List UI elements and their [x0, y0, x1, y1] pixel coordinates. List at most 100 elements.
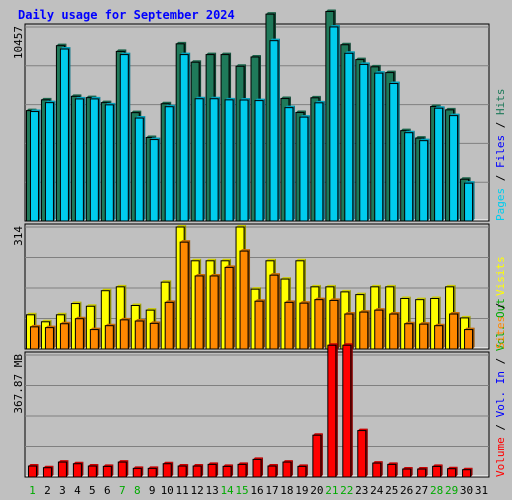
bar-files-day-30 — [464, 181, 475, 222]
bar-sites-day-27-top — [419, 322, 430, 325]
bar-sites-day-30 — [464, 327, 475, 350]
bar-volume-day-30-top — [462, 467, 473, 470]
bar-files-day-28 — [434, 106, 445, 222]
bar-sites-day-6 — [104, 323, 116, 350]
x-tick-label-day-9: 9 — [149, 484, 156, 497]
bar-files-day-1-top — [30, 109, 41, 112]
bar-files-day-21-front — [329, 26, 339, 222]
bar-sites-day-1-front — [29, 326, 39, 350]
bar-volume-day-20-front — [312, 434, 322, 478]
bar-sites-day-1 — [29, 324, 41, 350]
legend-volume-part: / — [494, 417, 507, 437]
bar-files-day-16-front — [254, 100, 264, 222]
bar-volume-day-25-top — [387, 462, 398, 465]
bar-hits-day-21-top — [325, 9, 336, 12]
bar-files-day-3-front — [59, 48, 69, 222]
bar-sites-day-18 — [284, 300, 295, 350]
x-tick-label-day-6: 6 — [104, 484, 111, 497]
bar-files-day-5-front — [89, 98, 99, 222]
bar-sites-day-15-front — [239, 250, 249, 350]
bar-volume-day-1-top — [28, 464, 39, 467]
bar-sites-day-15 — [239, 249, 251, 350]
bar-volume-day-29-front — [447, 468, 457, 478]
bar-files-day-15-top — [240, 98, 251, 101]
bar-hits-day-28-top — [430, 104, 441, 107]
bar-sites-day-2-top — [45, 325, 56, 328]
bar-sites-day-7-front — [119, 319, 129, 350]
bar-sites-day-27-front — [419, 323, 429, 350]
bar-volume-day-17-top — [267, 464, 278, 467]
bar-visits-day-6-top — [101, 288, 112, 291]
x-tick-label-day-13: 13 — [205, 484, 218, 497]
legend-sites-visits-part: Visits — [494, 256, 507, 296]
bar-files-day-10 — [164, 104, 176, 222]
bar-files-day-8 — [134, 116, 146, 222]
bar-volume-day-4-front — [72, 463, 82, 478]
bar-volume-day-25-front — [387, 463, 397, 478]
bar-volume-day-5-top — [88, 464, 99, 467]
bar-volume-day-9-top — [148, 466, 159, 469]
bar-files-day-9 — [149, 137, 161, 222]
bar-sites-day-6-front — [104, 325, 114, 350]
bar-files-day-4 — [74, 96, 86, 222]
panel-bottom-frame — [24, 351, 490, 478]
x-tick-label-day-4: 4 — [74, 484, 81, 497]
x-tick-label-day-30: 30 — [460, 484, 473, 497]
bar-volume-day-18-front — [282, 461, 292, 478]
bar-files-day-4-front — [74, 98, 84, 222]
bar-volume-day-10-front — [162, 463, 172, 478]
bar-volume-day-27-top — [417, 467, 428, 470]
bar-volume-day-27-front — [417, 468, 427, 478]
bar-volume-day-27 — [417, 467, 428, 478]
x-tick-label-day-27: 27 — [415, 484, 428, 497]
legend-sites-visits-part: / — [494, 296, 507, 316]
bar-volume-day-7-top — [118, 460, 129, 463]
bar-files-day-3 — [59, 47, 71, 222]
bar-volume-day-23 — [357, 428, 368, 478]
bar-sites-day-14-front — [224, 266, 234, 350]
legend-sites-visits: Sites / Visits — [494, 256, 507, 349]
bar-files-day-19 — [299, 115, 310, 222]
bar-sites-day-24-front — [374, 309, 384, 350]
bar-sites-day-13 — [209, 273, 221, 350]
bar-volume-day-21-top — [327, 343, 338, 346]
bar-volume-day-3-front — [57, 461, 67, 478]
bar-files-day-27-front — [419, 140, 429, 222]
bar-volume-day-5 — [87, 464, 99, 478]
x-tick-label-day-7: 7 — [119, 484, 126, 497]
bar-files-day-20-front — [314, 102, 324, 222]
bar-volume-day-10 — [162, 461, 174, 478]
bar-sites-day-29 — [449, 312, 460, 350]
bar-files-day-25-front — [389, 83, 399, 222]
x-tick-label-day-3: 3 — [59, 484, 66, 497]
bar-sites-day-8-front — [134, 320, 144, 350]
bar-files-day-23-front — [359, 63, 369, 222]
bar-sites-day-21-front — [329, 299, 339, 350]
x-tick-label-day-14: 14 — [220, 484, 234, 497]
bar-files-day-21 — [329, 24, 340, 222]
bar-files-day-29-front — [449, 115, 459, 222]
bar-files-day-26-front — [404, 132, 414, 222]
bar-sites-day-7-top — [120, 317, 131, 320]
chart-title: Daily usage for September 2024 — [18, 8, 235, 22]
bar-sites-day-28 — [434, 323, 445, 350]
legend-pages-files-hits-part: Pages — [494, 188, 507, 221]
legend-pages-files-hits: Pages / Files / Hits — [494, 89, 507, 222]
bar-volume-day-12-top — [193, 464, 204, 467]
bar-volume-day-26 — [402, 467, 413, 478]
bar-volume-day-26-top — [402, 467, 413, 470]
bar-files-day-15 — [239, 98, 251, 222]
bar-files-day-18 — [284, 105, 295, 222]
bar-visits-day-1-top — [26, 312, 37, 315]
bar-sites-day-11 — [179, 240, 191, 350]
bar-sites-day-8 — [134, 319, 146, 350]
bar-files-day-6 — [104, 102, 116, 222]
bar-sites-day-3 — [59, 321, 71, 350]
bar-files-day-25 — [389, 81, 400, 222]
x-tick-label-day-24: 24 — [370, 484, 384, 497]
x-tick-label-day-28: 28 — [430, 484, 443, 497]
bar-visits-day-8-top — [131, 303, 142, 306]
bar-volume-day-25 — [387, 462, 398, 478]
bar-sites-day-25-front — [389, 313, 399, 350]
